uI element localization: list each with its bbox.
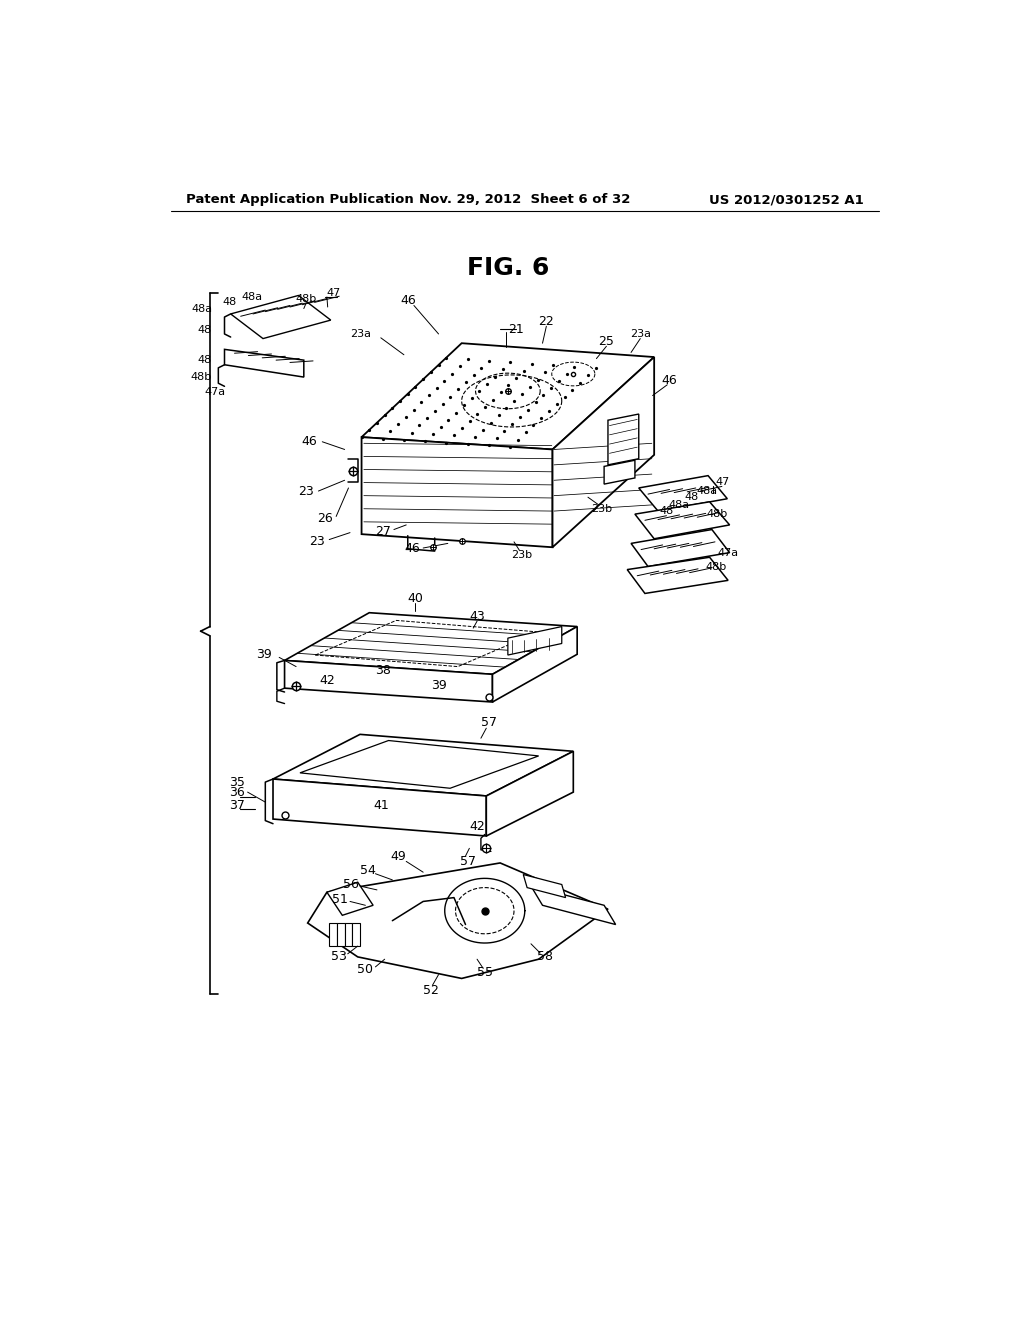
Text: 57: 57 [480,717,497,730]
Text: 23: 23 [298,484,314,498]
Text: 47: 47 [716,477,730,487]
Text: 25: 25 [598,335,614,348]
Text: 22: 22 [539,315,554,329]
Text: 50: 50 [357,962,374,975]
Text: 47: 47 [327,288,341,298]
Polygon shape [635,502,730,539]
Polygon shape [604,461,635,484]
Text: 46: 46 [404,541,420,554]
Text: 39: 39 [256,648,271,661]
Text: 38: 38 [375,664,391,677]
Text: 48b: 48b [190,372,211,381]
Text: 23a: 23a [350,329,371,339]
Text: 46: 46 [301,436,317,449]
Polygon shape [553,358,654,548]
Text: 40: 40 [408,593,423,606]
Text: 35: 35 [228,776,245,788]
Polygon shape [486,751,573,836]
Text: Patent Application Publication: Patent Application Publication [186,194,414,206]
Polygon shape [345,923,352,946]
Text: 36: 36 [228,787,245,800]
Polygon shape [608,414,639,465]
Text: 47a: 47a [717,548,738,557]
Polygon shape [628,557,728,594]
Text: 23b: 23b [511,550,532,560]
Text: 49: 49 [390,850,407,863]
Text: 48a: 48a [242,292,263,302]
Text: 48b: 48b [296,294,316,305]
Polygon shape [493,627,578,702]
Text: 41: 41 [373,799,389,812]
Polygon shape [285,612,578,675]
Text: 48a: 48a [669,500,689,510]
Polygon shape [307,863,608,978]
Polygon shape [285,660,493,702]
Text: 53: 53 [331,950,346,964]
Polygon shape [523,874,565,898]
Text: 26: 26 [316,512,333,525]
Text: 52: 52 [423,983,439,997]
Text: 27: 27 [375,524,391,537]
Text: 42: 42 [319,675,335,686]
Text: 55: 55 [477,966,493,979]
Text: 56: 56 [343,878,358,891]
Text: US 2012/0301252 A1: US 2012/0301252 A1 [709,194,863,206]
Text: 23b: 23b [591,504,612,513]
Polygon shape [327,882,373,915]
Text: 48a: 48a [696,486,717,496]
Text: 43: 43 [469,610,485,623]
Polygon shape [224,350,304,378]
Text: 21: 21 [508,323,523,335]
Text: 48b: 48b [707,510,728,519]
Text: 47a: 47a [205,387,226,397]
Text: Nov. 29, 2012  Sheet 6 of 32: Nov. 29, 2012 Sheet 6 of 32 [419,194,631,206]
Text: 46: 46 [662,374,678,387]
Text: FIG. 6: FIG. 6 [467,256,549,280]
Text: 54: 54 [359,865,376,878]
Text: 48b: 48b [706,561,726,572]
Polygon shape [330,923,337,946]
Text: 23: 23 [309,535,325,548]
Polygon shape [631,529,730,566]
Text: 37: 37 [228,799,245,812]
Polygon shape [273,779,486,836]
Text: 48: 48 [659,506,674,516]
Text: 23a: 23a [630,329,651,339]
Text: 39: 39 [431,680,446,693]
Text: 57: 57 [460,855,476,869]
Polygon shape [352,923,360,946]
Text: 48: 48 [684,492,698,502]
Polygon shape [273,734,573,796]
Text: 48a: 48a [191,305,213,314]
Polygon shape [531,886,615,924]
Text: 48: 48 [198,325,211,335]
Text: 46: 46 [400,294,416,308]
Text: 48: 48 [222,297,237,306]
Polygon shape [230,296,331,339]
Polygon shape [639,475,727,511]
Polygon shape [508,627,562,655]
Polygon shape [361,343,654,449]
Polygon shape [337,923,345,946]
Text: 58: 58 [537,950,553,964]
Text: 51: 51 [332,894,348,907]
Text: 42: 42 [469,820,485,833]
Text: 48: 48 [198,355,211,366]
Polygon shape [361,437,553,548]
